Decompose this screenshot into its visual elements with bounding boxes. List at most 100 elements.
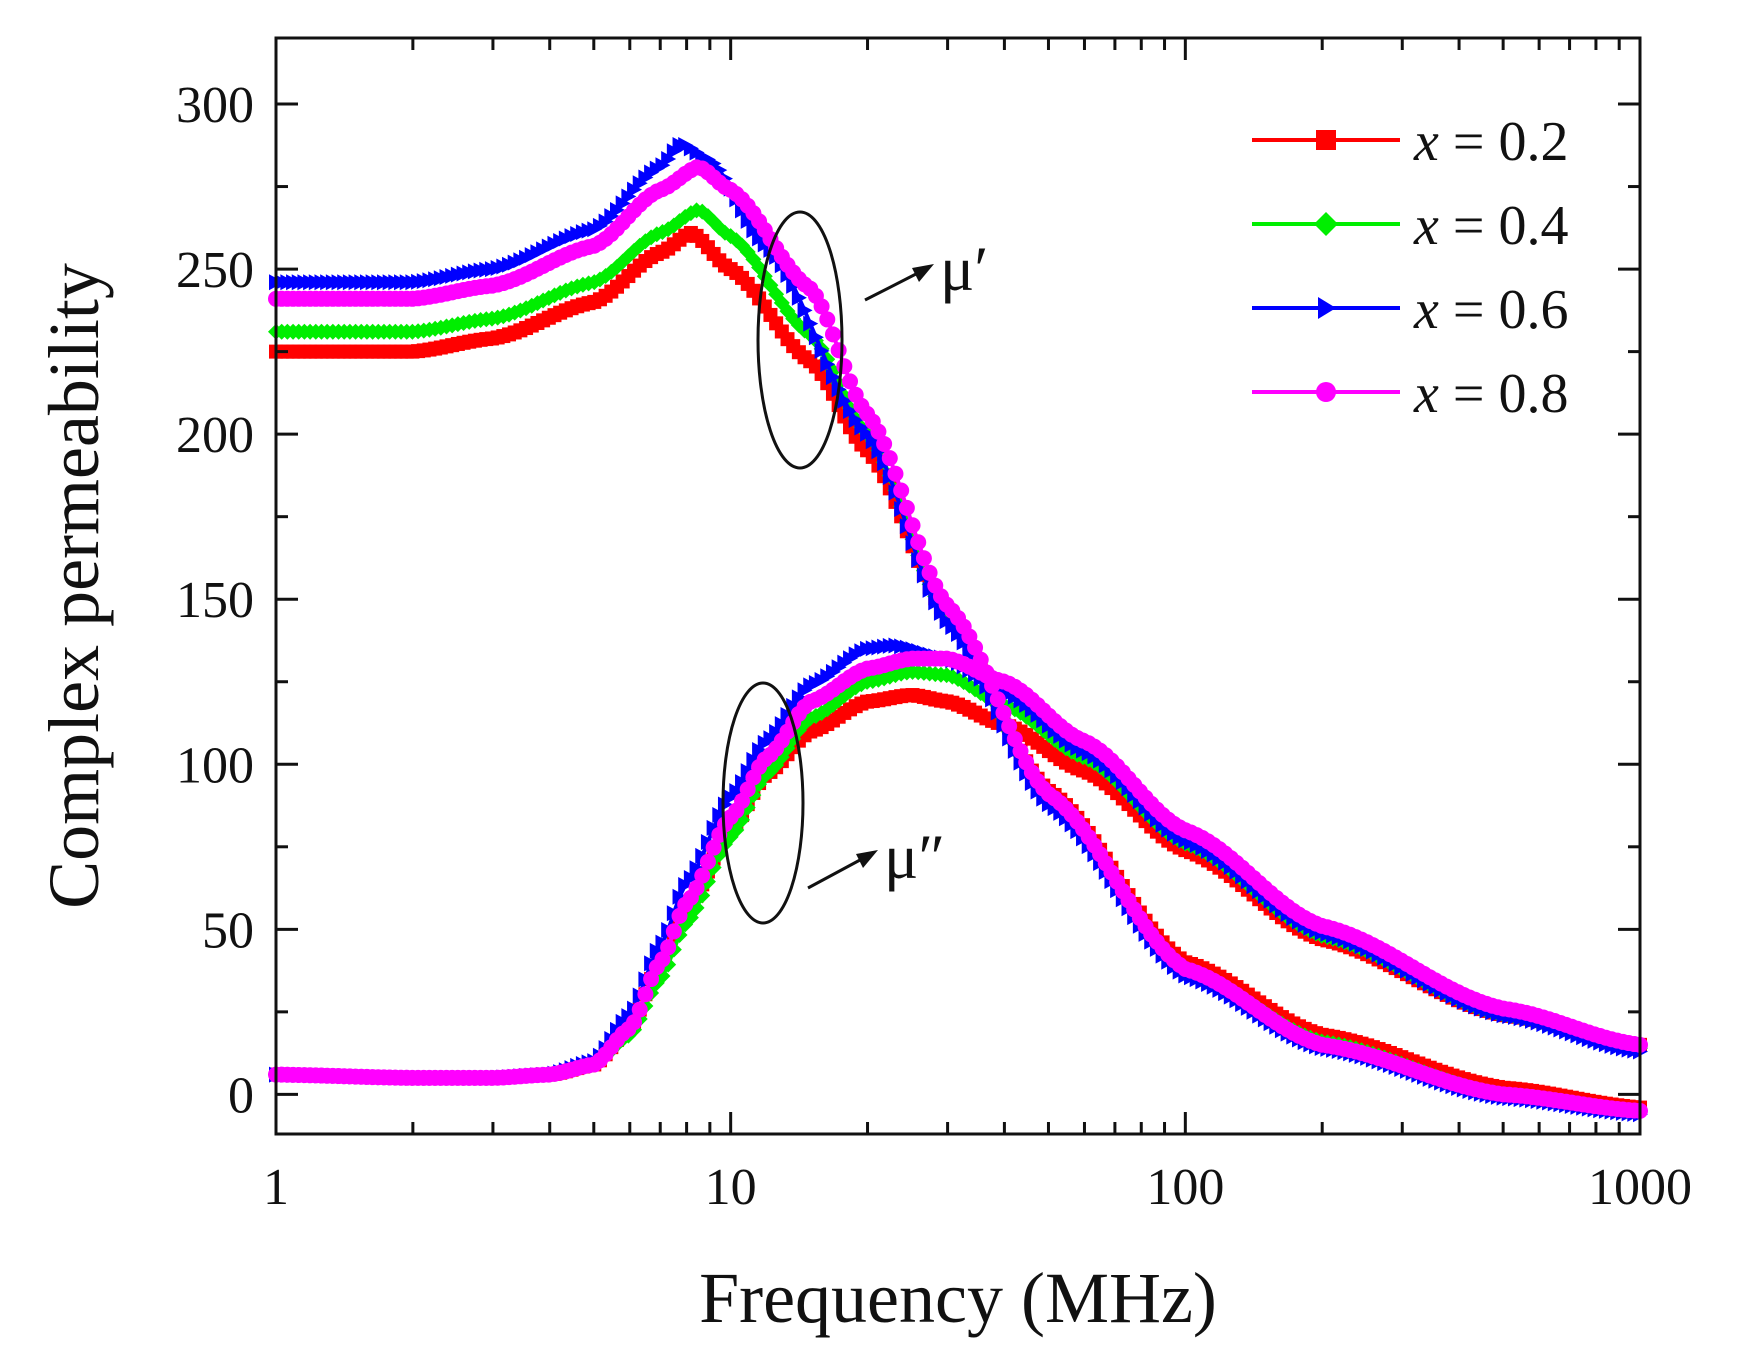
data-point — [951, 626, 966, 643]
data-point — [735, 774, 751, 791]
y-tick-label: 0 — [228, 1067, 254, 1124]
data-point — [910, 534, 927, 551]
legend-marker-diamond — [1314, 212, 1338, 236]
data-point — [860, 425, 876, 442]
y-tick-label: 150 — [176, 572, 254, 629]
legend-value-1: = 0.4 — [1439, 195, 1569, 257]
data-point — [626, 1014, 643, 1031]
data-point — [665, 923, 682, 940]
data-point — [797, 302, 813, 319]
x-axis-title: Frequency (MHz) — [699, 1258, 1217, 1338]
data-point — [871, 443, 887, 460]
y-tick-label: 100 — [176, 737, 254, 794]
data-point — [887, 465, 904, 482]
data-point — [739, 781, 756, 798]
y-tick-label: 300 — [176, 77, 254, 134]
data-point — [820, 356, 836, 373]
mu-real-label: μ′ — [940, 233, 988, 304]
mu-real-arrow-line — [864, 272, 917, 302]
data-point — [870, 423, 887, 440]
data-point — [881, 450, 898, 467]
data-point — [740, 763, 756, 780]
data-point — [1001, 718, 1018, 735]
data-point — [928, 594, 944, 611]
x-tick-label: 1000 — [1588, 1159, 1692, 1216]
legend-var-1: x — [1413, 195, 1439, 257]
legend-value-2: = 0.6 — [1439, 279, 1569, 341]
data-point — [921, 564, 938, 581]
data-point — [995, 704, 1012, 721]
data-point — [660, 939, 677, 956]
legend: x = 0.2 x = 0.4 x = 0.6 x = 0.8 — [1252, 111, 1568, 425]
data-point — [637, 986, 654, 1003]
x-tick-label: 100 — [1146, 1159, 1224, 1216]
mu-imag-label: μ″ — [884, 821, 945, 892]
data-point — [746, 222, 762, 239]
data-point — [752, 742, 768, 759]
legend-label-1: x = 0.4 — [1413, 195, 1568, 257]
data-point — [661, 150, 677, 167]
data-point — [819, 311, 836, 328]
mu-real-arrow-head — [912, 264, 934, 282]
data-point — [678, 876, 694, 893]
data-point — [672, 888, 688, 905]
data-point — [808, 329, 824, 346]
data-point — [706, 819, 722, 836]
legend-label-2: x = 0.6 — [1413, 279, 1568, 341]
data-point — [689, 860, 705, 877]
data-point — [654, 951, 671, 968]
data-point — [786, 697, 802, 714]
legend-label-0: x = 0.2 — [1413, 111, 1568, 173]
legend-marker-triangle — [1318, 297, 1336, 319]
data-point — [1006, 731, 1023, 748]
data-point — [813, 298, 830, 315]
data-point — [1012, 704, 1029, 721]
legend-entry-1: x = 0.4 — [1252, 195, 1568, 257]
data-point — [780, 707, 796, 724]
data-point — [830, 342, 847, 359]
data-point — [824, 326, 841, 343]
legend-value-3: = 0.8 — [1439, 363, 1569, 425]
data-point — [803, 315, 819, 332]
y-tick-label: 250 — [176, 242, 254, 299]
data-point — [774, 716, 790, 733]
data-point — [683, 869, 699, 886]
data-point — [699, 853, 716, 870]
mu-imag-ellipse — [721, 681, 805, 925]
data-point — [746, 751, 762, 768]
data-point — [825, 369, 841, 386]
data-point — [643, 971, 660, 988]
data-point — [837, 392, 853, 409]
data-point — [933, 604, 949, 621]
data-point — [848, 411, 864, 428]
data-point — [688, 880, 705, 897]
y-tick-label: 200 — [176, 407, 254, 464]
mu-real-ellipse — [756, 210, 844, 470]
data-point — [876, 435, 893, 452]
legend-var-3: x — [1413, 363, 1439, 425]
x-tick-label: 10 — [705, 1159, 757, 1216]
legend-entry-0: x = 0.2 — [1252, 111, 1568, 173]
data-point — [786, 277, 802, 294]
data-point — [904, 517, 921, 534]
data-point — [843, 402, 859, 419]
data-point — [989, 691, 1006, 708]
x-tick-label: 1 — [263, 1159, 289, 1216]
legend-label-3: x = 0.8 — [1413, 363, 1568, 425]
data-point — [729, 783, 745, 800]
data-point — [898, 499, 915, 516]
legend-entry-2: x = 0.6 — [1252, 279, 1568, 341]
legend-entry-3: x = 0.8 — [1252, 363, 1568, 425]
data-point — [814, 342, 830, 359]
data-point — [769, 724, 785, 741]
y-tick-label: 50 — [202, 902, 254, 959]
legend-marker-square — [1316, 130, 1336, 150]
data-point — [791, 289, 807, 306]
data-point — [915, 550, 932, 567]
data-point — [865, 433, 881, 450]
curves-layer — [268, 137, 1648, 1123]
data-point — [712, 807, 728, 824]
data-point — [631, 1001, 648, 1018]
mu-imag-arrow-head — [856, 850, 878, 868]
tick-labels-layer: 0 50 100 150 200 250 300 1 10 100 1000 — [176, 77, 1692, 1216]
